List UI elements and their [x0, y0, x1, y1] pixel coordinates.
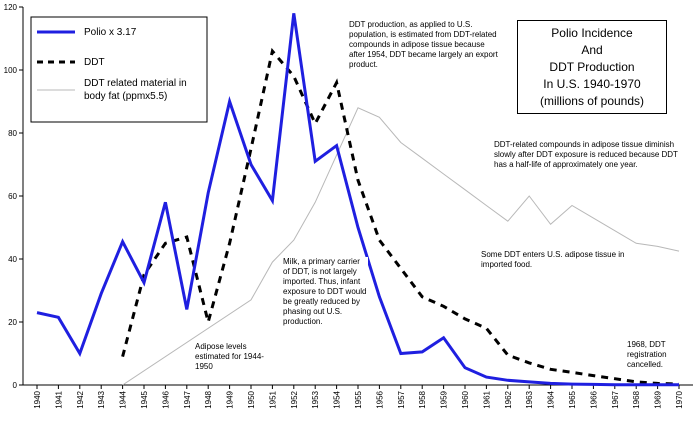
x-tick-label: 1943 [97, 390, 106, 408]
y-tick-label: 120 [4, 3, 18, 12]
x-tick-label: 1944 [119, 390, 128, 408]
x-tick-label: 1952 [290, 390, 299, 408]
y-tick-label: 100 [4, 66, 18, 75]
body-fat-line [122, 107, 680, 386]
y-tick-label: 20 [8, 318, 17, 327]
annotation-registration: 1968, DDT registration cancelled. [627, 340, 682, 370]
title-line-4: In U.S. 1940-1970 [543, 77, 641, 91]
chart-title: Polio Incidence And DDT Production In U.… [517, 20, 667, 114]
x-tick-label: 1947 [183, 390, 192, 408]
annotation-ddt-production: DDT production, as applied to U.S. popul… [349, 20, 499, 70]
x-tick-label: 1959 [440, 390, 449, 408]
x-tick-label: 1962 [504, 390, 513, 408]
x-tick-label: 1964 [547, 390, 556, 408]
legend-label-body-fat-line1: DDT related material in [84, 78, 187, 89]
x-tick-label: 1948 [204, 390, 213, 408]
x-tick-label: 1970 [675, 390, 684, 408]
legend: Polio x 3.17 DDT DDT related material in… [30, 16, 208, 123]
x-tick-label: 1953 [311, 390, 320, 408]
x-tick-label: 1958 [418, 390, 427, 408]
x-tick-label: 1940 [33, 390, 42, 408]
annotation-half-life: DDT-related compounds in adipose tissue … [494, 140, 682, 170]
x-tick-label: 1946 [161, 390, 170, 408]
x-tick-label: 1963 [525, 390, 534, 408]
x-tick-label: 1955 [354, 390, 363, 408]
x-tick-label: 1954 [333, 390, 342, 408]
legend-label-polio: Polio x 3.17 [84, 27, 137, 38]
x-tick-label: 1941 [54, 390, 63, 408]
x-tick-label: 1942 [76, 390, 85, 408]
x-tick-label: 1968 [632, 390, 641, 408]
x-tick-label: 1957 [397, 390, 406, 408]
annotation-imported-food: Some DDT enters U.S. adipose tissue in i… [481, 250, 631, 270]
x-tick-label: 1969 [654, 390, 663, 408]
x-tick-label: 1966 [589, 390, 598, 408]
polio-line [36, 13, 679, 387]
legend-label-ddt: DDT [84, 57, 105, 68]
legend-box [30, 16, 208, 123]
x-tick-label: 1949 [226, 390, 235, 408]
title-line-1: Polio Incidence [551, 26, 633, 40]
y-tick-label: 60 [8, 192, 17, 201]
title-line-2: And [581, 43, 603, 57]
x-tick-label: 1950 [247, 390, 256, 408]
x-tick-label: 1956 [375, 390, 384, 408]
x-tick-label: 1965 [568, 390, 577, 408]
chart-axes: 0 20 40 60 80 100 120 1940 1941 1942 1943 1944 1945 1… [4, 3, 693, 409]
series-polio [36, 13, 679, 387]
title-line-5: (millions of pounds) [539, 94, 645, 108]
annotation-adipose-levels: Adipose levels estimated for 1944-1950 [195, 342, 270, 372]
x-tick-label: 1960 [461, 390, 470, 408]
y-tick-label: 40 [8, 255, 17, 264]
y-tick-label: 0 [13, 381, 18, 390]
x-tick-label: 1961 [482, 390, 491, 408]
x-tick-label: 1967 [611, 390, 620, 408]
series-body-fat [122, 107, 680, 386]
title-line-3: DDT Production [549, 60, 635, 74]
x-tick-label: 1951 [268, 390, 277, 408]
x-tick-label: 1945 [140, 390, 149, 408]
legend-label-body-fat: DDT related material in body fat (ppmx5.… [84, 78, 189, 102]
annotation-milk: Milk, a primary carrier of DDT, is not l… [283, 257, 368, 327]
legend-label-body-fat-line2: body fat (ppmx5.5) [84, 91, 167, 102]
y-tick-label: 80 [8, 129, 17, 138]
